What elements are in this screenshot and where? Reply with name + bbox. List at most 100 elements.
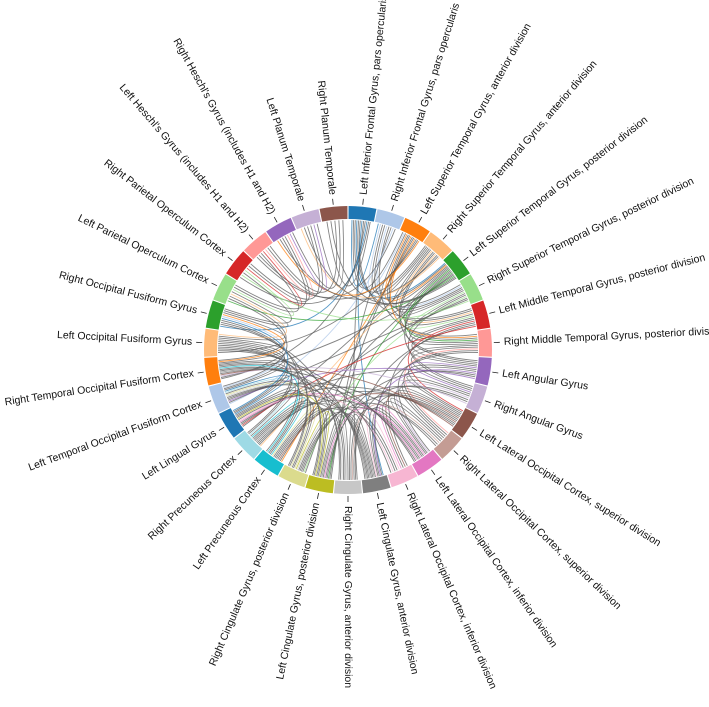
node-tick [237,450,243,456]
node-arc [234,430,263,459]
chord-ribbon [296,411,347,480]
chord-ribbon [320,413,349,481]
node-label: Right Cingulate Gyrus, posterior divisio… [207,491,292,668]
chord-ribbon [299,406,421,471]
node-tick [248,234,254,240]
node-tick [205,400,212,404]
node-label: Left Lateral Occipital Cortex, superior … [477,427,663,549]
chord-ribbon [218,341,288,413]
chord-ribbon [382,400,441,468]
chord-ribbon [225,378,294,436]
chord-ribbon [410,362,477,393]
chord-ribbon [241,369,476,425]
chord-ribbon [289,224,327,291]
chord-ribbon [279,238,439,300]
chord-ribbon [273,407,328,477]
chord-ribbon [372,394,459,477]
node-tick [442,234,448,240]
chord-ribbon [365,411,400,477]
chord-ribbon [369,407,424,477]
chord-ribbon [295,411,330,477]
chord-ribbon [404,271,473,388]
node-arc [361,475,391,494]
chord-ribbon [224,272,292,324]
chord-ribbon [371,224,428,294]
node-arc [443,251,470,281]
chord-ribbon [236,390,303,455]
chord-ribbon [404,270,478,363]
chord-ribbon [227,382,437,447]
node-tick [227,256,233,261]
node-tick [362,198,364,205]
node-arc [244,232,273,260]
node-arc [471,300,491,330]
chord-ribbon [218,360,286,391]
chord-ribbon [218,295,287,361]
node-tick [484,400,491,404]
chord-ribbon [409,293,478,344]
node-tick [489,311,496,314]
chord-ribbon [352,220,404,289]
node-tick [317,492,320,499]
node-arc [412,449,442,476]
node-tick [260,469,265,475]
node-arc [465,383,488,413]
chord-ribbon [219,363,293,435]
node-arc [208,383,231,413]
node-arc [423,232,452,260]
node-arc [334,480,362,494]
node-label: Left Cingulate Gyrus, posterior division [274,501,322,680]
chord-ribbon [265,234,314,297]
node-label: Right Temporal Occipital Fusiform Cortex [4,367,196,408]
chord-ribbon [255,403,371,479]
node-arc [319,206,348,222]
chord-ribbon [326,221,371,287]
chord-ribbon [223,298,288,387]
chord-ribbon [219,365,299,453]
chord-ribbon [219,368,367,479]
node-tick [376,492,379,499]
chord-ribbon [316,220,345,287]
chord-ribbon [388,322,476,466]
chord-ribbon [227,275,456,321]
chord-ribbon [224,374,290,415]
chord-ribbon [399,386,461,439]
chord-ribbon [239,393,418,461]
chord-ribbon [218,312,286,341]
chord-ribbon [376,225,462,309]
node-label: Left Planum Temporale [264,96,308,203]
chord-ribbon [223,291,289,327]
chord-ribbon [411,318,478,365]
chord-ribbon [267,225,323,295]
chord-ribbon [353,385,469,480]
tick-layer [196,198,500,502]
node-label: Right Middle Temporal Gyrus, posterior d… [503,325,709,348]
node-label: Right Occipital Fusiform Gyrus [58,269,199,316]
chord-ribbon [269,220,338,293]
chord-ribbon [387,234,463,310]
chord-ribbon [256,399,419,460]
node-arc [433,430,462,459]
chord-ribbon [404,348,479,434]
chord-ribbon [218,362,288,414]
chord-ribbon [325,395,458,479]
node-arc [477,328,493,357]
node-tick [492,371,499,374]
node-label: Left Occipital Fusiform Gyrus [57,329,193,348]
chord-ribbon [226,384,369,479]
node-arc [400,217,430,243]
chord-ribbon [235,237,307,310]
ribbon-layer [217,220,479,481]
chord-ribbon [324,407,422,478]
chord-ribbon [385,392,459,467]
chord-ribbon [220,369,415,462]
chord-ribbon [236,392,312,468]
chord-ribbon [368,224,405,290]
node-arc [387,464,418,488]
node-arc [291,209,322,230]
node-tick [453,450,459,456]
node-tick [273,216,278,223]
chord-ribbon [218,314,285,363]
chord-ribbon [257,390,456,445]
chord-ribbon [351,220,379,287]
